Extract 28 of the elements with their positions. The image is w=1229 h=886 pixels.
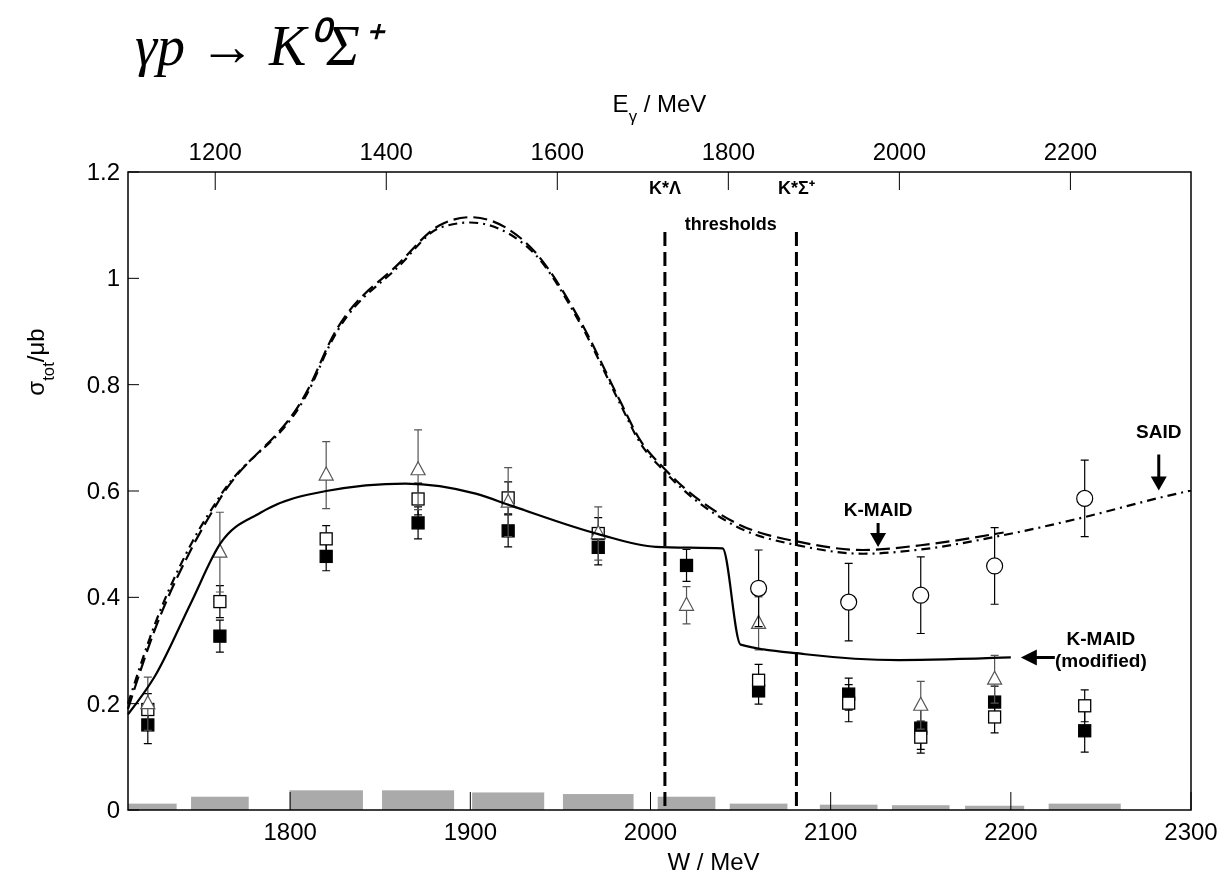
x2-tick-label: 1600 — [530, 138, 584, 165]
y-tick-label: 1.2 — [86, 158, 120, 185]
y-tick-label: 0.6 — [86, 477, 120, 504]
text: K-MAID (modified) — [1054, 628, 1147, 672]
series-label: K-MAID — [843, 499, 913, 521]
y-tick-label: 1 — [106, 264, 120, 292]
annotation: thresholds — [684, 214, 777, 234]
x-axis-title: W / MeV — [667, 848, 760, 875]
x-tick-label: 2100 — [803, 818, 858, 845]
x2-tick-label: 2000 — [872, 138, 927, 165]
x2-tick-label: 1800 — [701, 138, 756, 165]
x-tick-label: 2300 — [1164, 818, 1218, 845]
x-tick-label: 1800 — [263, 818, 317, 845]
y-tick-label: 0.8 — [86, 370, 120, 398]
x2-tick-label: 1200 — [188, 138, 242, 165]
y-tick-label: 0.4 — [86, 583, 120, 611]
x2-axis-title: E$_{γ}$ / MeV — [612, 90, 707, 126]
text: SAID — [1136, 421, 1182, 443]
ref-line-label: K*Σ⁺ — [778, 178, 815, 199]
x-tick-label: 1900 — [443, 818, 498, 845]
y-tick-label: 0 — [106, 796, 120, 823]
ref-line-label: K*Λ — [648, 178, 681, 199]
x-tick-label: 2000 — [623, 818, 678, 845]
x2-tick-label: 1400 — [359, 138, 413, 165]
y-tick-label: 0.2 — [86, 689, 120, 717]
x-tick-label: 2200 — [984, 818, 1038, 845]
x2-tick-label: 2200 — [1043, 138, 1098, 165]
chart-title: γp → K⁰Σ⁺ — [135, 15, 386, 77]
